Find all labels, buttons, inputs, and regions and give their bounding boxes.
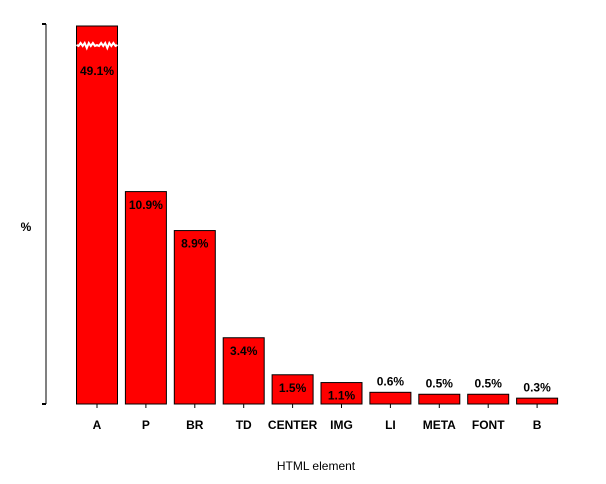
bar xyxy=(467,393,510,405)
bar xyxy=(418,393,461,405)
bar xyxy=(222,337,265,405)
bar xyxy=(76,25,118,405)
value-label: 0.3% xyxy=(523,380,551,394)
value-label: 0.5% xyxy=(426,376,454,390)
value-label: 3.4% xyxy=(230,344,258,358)
x-tick-label: LI xyxy=(385,418,396,432)
value-label: 8.9% xyxy=(181,237,209,251)
y-axis-label: % xyxy=(21,220,32,234)
x-axis-label: HTML element xyxy=(277,459,356,473)
value-label: 10.9% xyxy=(129,198,163,212)
value-label: 0.5% xyxy=(475,376,503,390)
x-tick-label: A xyxy=(93,418,102,432)
axis-break xyxy=(76,40,118,51)
x-tick-label: P xyxy=(142,418,150,432)
x-tick-label: META xyxy=(423,418,456,432)
value-label: 1.1% xyxy=(328,389,356,403)
bar xyxy=(516,397,559,405)
bar xyxy=(124,191,167,405)
bar xyxy=(369,391,412,405)
x-tick-label: IMG xyxy=(330,418,353,432)
x-tick-label: FONT xyxy=(472,418,505,432)
bar xyxy=(173,230,216,405)
x-tick-label: TD xyxy=(236,418,252,432)
value-label: 0.6% xyxy=(377,374,405,388)
x-tick-label: B xyxy=(533,418,542,432)
bar xyxy=(271,374,314,405)
value-label: 49.1% xyxy=(80,64,114,78)
x-tick-label: CENTER xyxy=(268,418,318,432)
value-label: 1.5% xyxy=(279,381,307,395)
x-tick-label: BR xyxy=(186,418,204,432)
